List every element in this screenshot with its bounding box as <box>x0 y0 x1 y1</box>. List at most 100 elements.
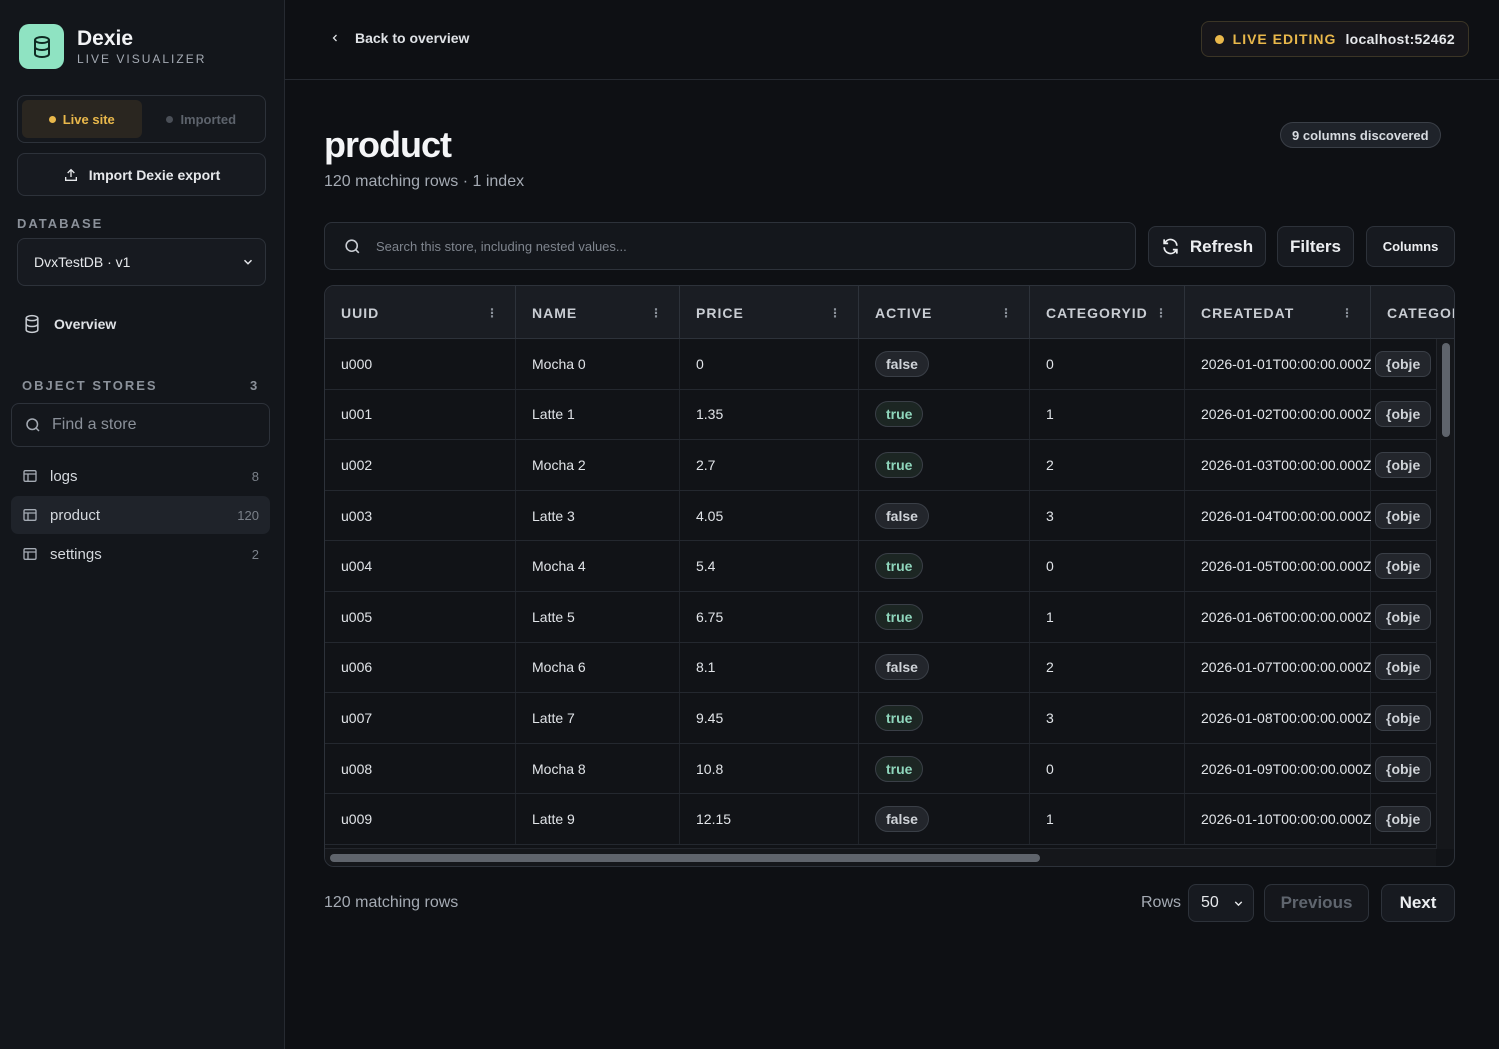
cell-name[interactable]: Latte 1 <box>516 389 680 440</box>
cell-active[interactable]: false <box>859 794 1030 844</box>
cell-category[interactable]: {obje <box>1371 440 1454 490</box>
cell-category[interactable]: {obje <box>1371 592 1454 642</box>
cell-price[interactable]: 9.45 <box>680 693 859 743</box>
store-search-input[interactable] <box>52 416 252 434</box>
cell-price[interactable]: 1.35 <box>680 389 859 440</box>
table-row[interactable]: u003 Latte 3 4.05 false 3 2026-01-04T00:00:00… <box>325 490 1454 542</box>
cell-active[interactable]: true <box>859 693 1030 743</box>
cell-name[interactable]: Mocha 0 <box>516 339 680 389</box>
cell-categoryid[interactable]: 1 <box>1030 794 1185 844</box>
cell-createdat[interactable]: 2026-01-06T00:00:00.000Z <box>1185 591 1371 642</box>
cell-category[interactable]: {obje <box>1371 794 1454 844</box>
cell-active[interactable]: false <box>859 339 1030 389</box>
cell-createdat[interactable]: 2026-01-03T00:00:00.000Z <box>1185 440 1371 490</box>
cell-createdat[interactable]: 2026-01-01T00:00:00.000Z <box>1185 339 1371 389</box>
store-item-product[interactable]: product 120 <box>11 496 270 534</box>
rows-per-page-select[interactable]: 50 <box>1188 884 1254 922</box>
cell-uuid[interactable]: u009 <box>325 794 516 844</box>
table-row[interactable]: u000 Mocha 0 0 false 0 2026-01-01T00:00:00.00… <box>325 339 1454 390</box>
cell-price[interactable]: 2.7 <box>680 440 859 490</box>
cell-uuid[interactable]: u008 <box>325 743 516 794</box>
live-site-tab[interactable]: Live site <box>22 100 142 138</box>
cell-category[interactable]: {obje <box>1371 643 1454 693</box>
database-select[interactable]: DvxTestDB · v1 <box>17 238 266 286</box>
column-header-categoryid[interactable]: CATEGORYID ⋮ <box>1030 286 1185 339</box>
sort-icon[interactable]: ⋮ <box>650 305 663 320</box>
cell-name[interactable]: Latte 5 <box>516 591 680 642</box>
store-item-settings[interactable]: settings 2 <box>11 535 270 573</box>
cell-price[interactable]: 0 <box>680 339 859 389</box>
cell-categoryid[interactable]: 0 <box>1030 339 1185 389</box>
nav-overview[interactable]: Overview <box>22 314 116 334</box>
cell-name[interactable]: Latte 7 <box>516 693 680 743</box>
cell-categoryid[interactable]: 3 <box>1030 693 1185 743</box>
cell-uuid[interactable]: u000 <box>325 339 516 389</box>
cell-categoryid[interactable]: 0 <box>1030 541 1185 591</box>
cell-createdat[interactable]: 2026-01-02T00:00:00.000Z <box>1185 389 1371 440</box>
cell-price[interactable]: 4.05 <box>680 490 859 541</box>
table-row[interactable]: u006 Mocha 6 8.1 false 2 2026-01-07T00:00:00.… <box>325 642 1454 694</box>
cell-price[interactable]: 8.1 <box>680 642 859 693</box>
cell-categoryid[interactable]: 2 <box>1030 440 1185 490</box>
sort-icon[interactable]: ⋮ <box>829 305 842 320</box>
column-header-createdat[interactable]: CREATEDAT ⋮ <box>1185 286 1371 339</box>
cell-uuid[interactable]: u003 <box>325 490 516 541</box>
sort-icon[interactable]: ⋮ <box>1341 305 1354 320</box>
cell-createdat[interactable]: 2026-01-05T00:00:00.000Z <box>1185 541 1371 591</box>
table-row[interactable]: u007 Latte 7 9.45 true 3 2026-01-08T00:00:00.… <box>325 693 1454 744</box>
cell-price[interactable]: 6.75 <box>680 591 859 642</box>
cell-name[interactable]: Mocha 8 <box>516 743 680 794</box>
table-row[interactable]: u004 Mocha 4 5.4 true 0 2026-01-05T00:00:00.0… <box>325 541 1454 592</box>
cell-price[interactable]: 12.15 <box>680 794 859 844</box>
cell-uuid[interactable]: u007 <box>325 693 516 743</box>
horizontal-scrollbar[interactable] <box>325 848 1436 866</box>
cell-active[interactable]: true <box>859 743 1030 794</box>
table-row[interactable]: u002 Mocha 2 2.7 true 2 2026-01-03T00:00:00.0… <box>325 440 1454 491</box>
cell-categoryid[interactable]: 0 <box>1030 743 1185 794</box>
column-header-price[interactable]: PRICE ⋮ <box>680 286 859 339</box>
table-row[interactable]: u001 Latte 1 1.35 true 1 2026-01-02T00:00:00.… <box>325 389 1454 441</box>
cell-name[interactable]: Latte 9 <box>516 794 680 844</box>
sort-icon[interactable]: ⋮ <box>1000 305 1013 320</box>
cell-price[interactable]: 5.4 <box>680 541 859 591</box>
cell-uuid[interactable]: u002 <box>325 440 516 490</box>
refresh-button[interactable]: Refresh <box>1148 226 1266 267</box>
cell-name[interactable]: Mocha 6 <box>516 642 680 693</box>
cell-category[interactable]: {obje <box>1371 390 1454 440</box>
filters-button[interactable]: Filters <box>1277 226 1354 267</box>
column-header-uuid[interactable]: UUID ⋮ <box>325 286 516 339</box>
cell-category[interactable]: {obje <box>1371 339 1454 389</box>
cell-createdat[interactable]: 2026-01-08T00:00:00.000Z <box>1185 693 1371 743</box>
cell-category[interactable]: {obje <box>1371 491 1454 541</box>
cell-createdat[interactable]: 2026-01-07T00:00:00.000Z <box>1185 642 1371 693</box>
cell-createdat[interactable]: 2026-01-04T00:00:00.000Z <box>1185 490 1371 541</box>
store-item-logs[interactable]: logs 8 <box>11 457 270 495</box>
table-row[interactable]: u009 Latte 9 12.15 false 1 2026-01-10T00:00:0… <box>325 794 1454 845</box>
import-export-button[interactable]: Import Dexie export <box>17 153 266 196</box>
cell-name[interactable]: Latte 3 <box>516 490 680 541</box>
cell-active[interactable]: true <box>859 541 1030 591</box>
cell-categoryid[interactable]: 1 <box>1030 591 1185 642</box>
table-row[interactable]: u005 Latte 5 6.75 true 1 2026-01-06T00:00:00.… <box>325 591 1454 643</box>
cell-name[interactable]: Mocha 2 <box>516 440 680 490</box>
cell-createdat[interactable]: 2026-01-09T00:00:00.000Z <box>1185 743 1371 794</box>
records-search-input[interactable] <box>376 238 1076 254</box>
back-to-overview-link[interactable]: Back to overview <box>329 30 469 46</box>
vertical-scrollbar-thumb[interactable] <box>1442 343 1450 437</box>
imported-tab[interactable]: Imported <box>142 100 262 138</box>
horizontal-scrollbar-thumb[interactable] <box>330 854 1040 862</box>
cell-uuid[interactable]: u004 <box>325 541 516 591</box>
cell-category[interactable]: {obje <box>1371 744 1454 794</box>
cell-categoryid[interactable]: 1 <box>1030 389 1185 440</box>
cell-name[interactable]: Mocha 4 <box>516 541 680 591</box>
columns-button[interactable]: Columns <box>1366 226 1455 267</box>
next-page-button[interactable]: Next <box>1381 884 1455 922</box>
cell-active[interactable]: true <box>859 389 1030 440</box>
vertical-scrollbar[interactable] <box>1436 339 1454 849</box>
cell-price[interactable]: 10.8 <box>680 743 859 794</box>
cell-active[interactable]: true <box>859 591 1030 642</box>
cell-categoryid[interactable]: 3 <box>1030 490 1185 541</box>
column-header-active[interactable]: ACTIVE ⋮ <box>859 286 1030 339</box>
sort-icon[interactable]: ⋮ <box>1155 305 1168 320</box>
cell-uuid[interactable]: u006 <box>325 642 516 693</box>
